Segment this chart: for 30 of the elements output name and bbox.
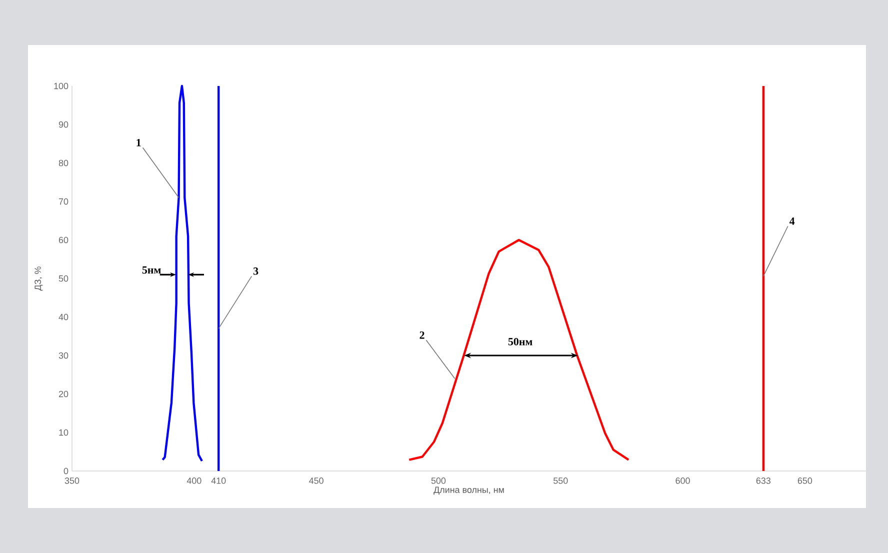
y-tick-label: 90 — [58, 121, 68, 128]
annotation: 2 — [420, 331, 424, 339]
annotation: 50нм — [508, 338, 532, 346]
y-tick-label: 100 — [54, 82, 68, 90]
y-tick-label: 70 — [58, 198, 68, 205]
x-tick-label: 350 — [64, 478, 80, 484]
y-tick-label: 40 — [58, 314, 68, 320]
y-axis-title: ДЗ, % — [34, 266, 43, 291]
line-series — [162, 84, 204, 462]
x-tick-label: 400 — [186, 478, 202, 484]
x-axis-title: Длина волны, нм — [434, 486, 504, 495]
line-series — [408, 238, 630, 461]
y-tick-label: 80 — [58, 160, 68, 166]
x-tick-label: 600 — [676, 478, 690, 484]
x-tick-label: 550 — [554, 478, 568, 484]
x-tick-label: 633 — [756, 478, 770, 484]
y-tick-label: 60 — [58, 236, 68, 244]
x-tick-label: 500 — [431, 478, 446, 484]
annotation: 3 — [253, 267, 258, 275]
annotation: 5нм — [142, 266, 161, 274]
y-tick-label: 20 — [58, 390, 68, 398]
x-tick-label: 450 — [309, 478, 324, 484]
annotation: 1 — [136, 138, 141, 146]
y-tick-label: 10 — [59, 429, 68, 436]
y-tick-label: 0 — [64, 468, 68, 474]
y-tick-label: 30 — [58, 352, 68, 359]
y-tick-label: 50 — [58, 275, 68, 282]
annotation: 4 — [789, 218, 795, 225]
x-tick-label: 650 — [798, 478, 812, 484]
x-tick-label: 410 — [211, 478, 226, 484]
